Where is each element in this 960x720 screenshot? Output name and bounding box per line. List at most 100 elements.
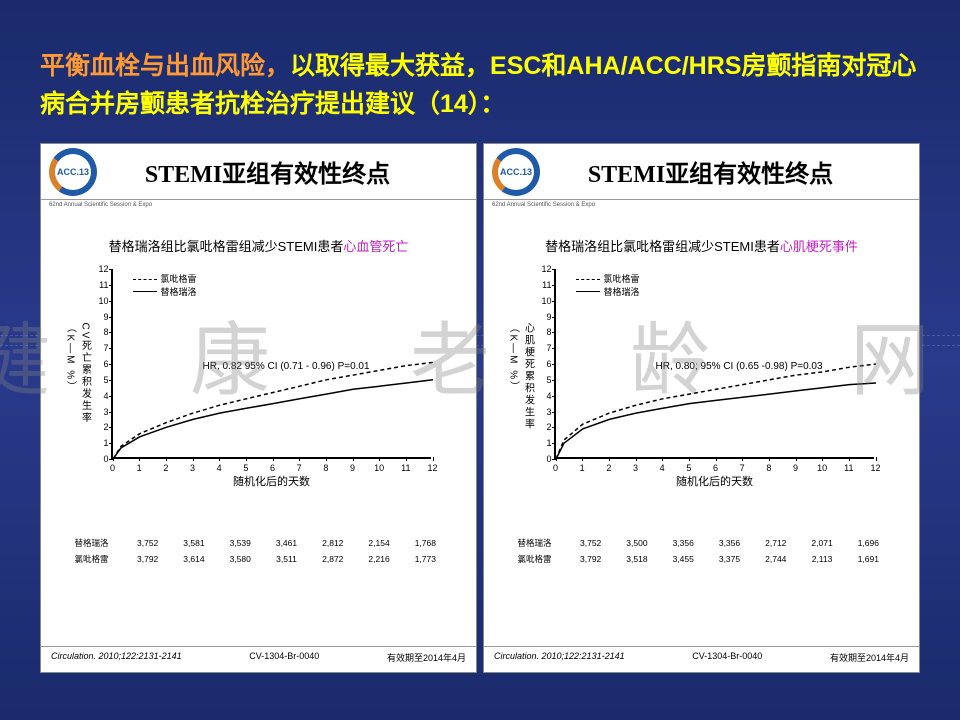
doc-code: CV-1304-Br-0040 bbox=[249, 651, 319, 664]
x-tick: 9 bbox=[793, 463, 798, 473]
y-tick: 0 bbox=[536, 454, 552, 464]
x-tick: 5 bbox=[243, 463, 248, 473]
cell-value: 1,773 bbox=[402, 551, 448, 567]
cell-value: 3,581 bbox=[171, 535, 217, 551]
x-tick-mark bbox=[433, 457, 434, 461]
citation: Circulation. 2010;122:2131-2141 bbox=[494, 651, 625, 664]
row-label: 替格瑞洛 bbox=[512, 535, 568, 551]
x-axis-label: 随机化后的天数 bbox=[676, 473, 753, 489]
panel-subtitle: 替格瑞洛组比氯吡格雷组减少STEMI患者心肌梗死事件 bbox=[484, 236, 919, 255]
cell-value: 2,154 bbox=[356, 535, 402, 551]
panel-footer: Circulation. 2010;122:2131-2141 CV-1304-B… bbox=[484, 646, 919, 664]
cell-value: 3,792 bbox=[125, 551, 171, 567]
y-tick: 7 bbox=[93, 343, 109, 353]
x-tick: 7 bbox=[297, 463, 302, 473]
cell-value: 3,518 bbox=[614, 551, 660, 567]
km-curves bbox=[556, 269, 876, 459]
x-tick: 4 bbox=[660, 463, 665, 473]
row-label: 氯吡格雷 bbox=[512, 551, 568, 567]
panel-subtitle: 替格瑞洛组比氯吡格雷组减少STEMI患者心血管死亡 bbox=[41, 236, 476, 255]
x-axis-label: 随机化后的天数 bbox=[233, 473, 310, 489]
x-tick: 11 bbox=[401, 463, 410, 473]
y-tick: 10 bbox=[536, 296, 552, 306]
curve-ticagrelor bbox=[556, 383, 876, 459]
cell-value: 3,356 bbox=[660, 535, 706, 551]
y-tick: 1 bbox=[536, 438, 552, 448]
y-tick: 5 bbox=[93, 375, 109, 385]
y-tick: 11 bbox=[93, 280, 109, 290]
y-tick: 9 bbox=[536, 312, 552, 322]
panel-header: ACC.13STEMI亚组有效性终点 bbox=[41, 144, 476, 200]
x-tick: 8 bbox=[323, 463, 328, 473]
curve-clopidogrel bbox=[556, 364, 876, 459]
x-tick: 1 bbox=[580, 463, 585, 473]
chart-area: 心肌梗死累积发生率（K—M %）012345678910111201234567… bbox=[512, 265, 892, 495]
x-tick: 2 bbox=[606, 463, 611, 473]
cell-value: 3,539 bbox=[217, 535, 263, 551]
x-tick: 4 bbox=[217, 463, 222, 473]
y-tick: 3 bbox=[536, 407, 552, 417]
cell-value: 3,792 bbox=[568, 551, 614, 567]
table-row: 氯吡格雷3,7923,6143,5803,5112,8722,2161,773 bbox=[69, 551, 449, 567]
km-curves bbox=[113, 269, 433, 459]
cell-value: 2,712 bbox=[753, 535, 799, 551]
x-tick: 6 bbox=[270, 463, 275, 473]
y-tick: 4 bbox=[536, 391, 552, 401]
y-tick: 12 bbox=[93, 264, 109, 274]
x-tick: 8 bbox=[766, 463, 771, 473]
x-tick: 11 bbox=[844, 463, 853, 473]
cell-value: 2,071 bbox=[799, 535, 845, 551]
x-tick: 12 bbox=[427, 463, 437, 473]
x-tick: 6 bbox=[713, 463, 718, 473]
cell-value: 3,511 bbox=[263, 551, 309, 567]
x-tick: 3 bbox=[190, 463, 195, 473]
x-tick-mark bbox=[876, 457, 877, 461]
y-tick: 6 bbox=[536, 359, 552, 369]
x-tick: 5 bbox=[686, 463, 691, 473]
row-label: 替格瑞洛 bbox=[69, 535, 125, 551]
y-tick: 11 bbox=[536, 280, 552, 290]
title-part2: 以取得最大获益， bbox=[290, 52, 490, 80]
y-tick: 12 bbox=[536, 264, 552, 274]
expiry: 有效期至2014年4月 bbox=[830, 651, 909, 664]
acc-logo-icon: ACC.13 bbox=[492, 148, 540, 196]
cell-value: 3,356 bbox=[706, 535, 752, 551]
doc-code: CV-1304-Br-0040 bbox=[692, 651, 762, 664]
table-row: 替格瑞洛3,7523,5003,3563,3562,7122,0711,696 bbox=[512, 535, 892, 551]
at-risk-table: 替格瑞洛3,7523,5813,5393,4612,8122,1541,768氯… bbox=[69, 535, 449, 567]
citation: Circulation. 2010;122:2131-2141 bbox=[51, 651, 182, 664]
cell-value: 3,752 bbox=[125, 535, 171, 551]
curve-ticagrelor bbox=[113, 380, 433, 459]
y-tick: 3 bbox=[93, 407, 109, 417]
expiry: 有效期至2014年4月 bbox=[387, 651, 466, 664]
y-tick: 7 bbox=[536, 343, 552, 353]
plot-area: 01234567891011120123456789101112随机化后的天数氯… bbox=[111, 269, 431, 459]
x-tick: 10 bbox=[817, 463, 827, 473]
x-tick: 2 bbox=[163, 463, 168, 473]
cell-value: 3,375 bbox=[706, 551, 752, 567]
plot-area: 01234567891011120123456789101112随机化后的天数氯… bbox=[554, 269, 874, 459]
y-tick: 6 bbox=[93, 359, 109, 369]
at-risk-table: 替格瑞洛3,7523,5003,3563,3562,7122,0711,696氯… bbox=[512, 535, 892, 567]
x-tick: 12 bbox=[870, 463, 880, 473]
x-tick: 3 bbox=[633, 463, 638, 473]
cell-value: 3,752 bbox=[568, 535, 614, 551]
cell-value: 2,216 bbox=[356, 551, 402, 567]
y-tick: 4 bbox=[93, 391, 109, 401]
cell-value: 3,500 bbox=[614, 535, 660, 551]
panel-title: STEMI亚组有效性终点 bbox=[550, 154, 911, 189]
cell-value: 3,461 bbox=[263, 535, 309, 551]
x-tick: 10 bbox=[374, 463, 384, 473]
row-label: 氯吡格雷 bbox=[69, 551, 125, 567]
acc-logo-icon: ACC.13 bbox=[49, 148, 97, 196]
y-tick: 9 bbox=[93, 312, 109, 322]
panel-footer: Circulation. 2010;122:2131-2141 CV-1304-B… bbox=[41, 646, 476, 664]
cell-value: 2,113 bbox=[799, 551, 845, 567]
title-part1: 平衡血栓与出血风险， bbox=[40, 52, 290, 80]
cell-value: 2,744 bbox=[753, 551, 799, 567]
curve-clopidogrel bbox=[113, 362, 433, 459]
panels-container: ACC.13STEMI亚组有效性终点62nd Annual Scientific… bbox=[0, 133, 960, 673]
y-tick: 0 bbox=[93, 454, 109, 464]
y-tick: 2 bbox=[536, 422, 552, 432]
session-note: 62nd Annual Scientific Session & Expo bbox=[49, 202, 152, 208]
